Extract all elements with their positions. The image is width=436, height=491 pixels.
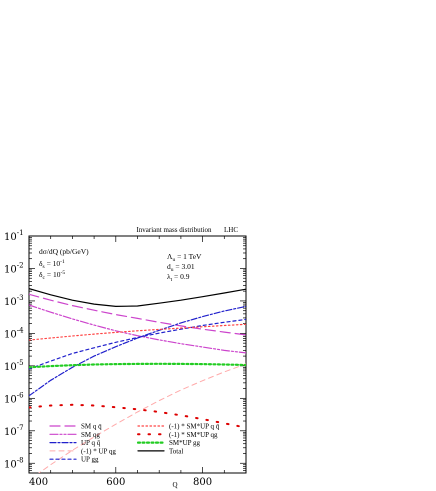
axis-ticks xyxy=(28,236,247,473)
text-layer: Invariant mass distribution LHC dσ/dQ (p… xyxy=(4,226,238,489)
series-line xyxy=(29,318,246,370)
x-tick-label: 400 xyxy=(29,477,48,488)
y-tick-label: 10-8 xyxy=(4,456,24,470)
corner-label: LHC xyxy=(224,226,238,234)
param-left: δc = 10-5 xyxy=(39,270,65,281)
y-tick-label: 10-5 xyxy=(4,359,24,373)
series-line xyxy=(38,363,246,473)
legend-label: SM q q̄ xyxy=(81,423,102,431)
legend-label: (-1) * SM*UP q q̄ xyxy=(169,423,220,431)
legend-label: UP q q̄ xyxy=(81,439,101,447)
series-line xyxy=(29,304,246,354)
x-tick-label: 600 xyxy=(106,477,125,488)
series-line xyxy=(29,362,246,369)
y-tick-label: 10-3 xyxy=(4,294,24,308)
legend-label: SM qg xyxy=(81,431,100,439)
series-line xyxy=(29,293,246,336)
param-left: δs = 10-1 xyxy=(39,259,65,270)
series-layer xyxy=(29,288,246,473)
legend-label: (-1) * UP qg xyxy=(81,447,116,455)
series-line xyxy=(29,305,246,397)
y-tick-label: 10-2 xyxy=(4,261,24,275)
chart-title: Invariant mass distribution xyxy=(136,226,212,234)
param-right: du = 3.01 xyxy=(167,262,195,273)
y-tick-label: 10-6 xyxy=(4,391,24,405)
legend-label: UP gg xyxy=(81,456,99,464)
param-right: λt = 0.9 xyxy=(167,272,190,283)
y-tick-label: 10-4 xyxy=(4,326,24,340)
y-tick-label: 10-1 xyxy=(4,229,24,243)
y-axis-label: dσ/dQ (pb/GeV) xyxy=(39,247,89,256)
x-axis-label: Q xyxy=(172,481,177,489)
x-tick-label: 800 xyxy=(193,477,212,488)
y-tick-label: 10-7 xyxy=(4,424,24,438)
legend-label: SM*UP gg xyxy=(169,439,201,447)
series-line xyxy=(29,288,246,308)
legend-label: Total xyxy=(169,447,183,455)
series-line xyxy=(29,323,246,341)
legend-label: (-1) * SM*UP qg xyxy=(169,431,218,439)
param-right: Λu = 1 TeV xyxy=(167,252,202,263)
